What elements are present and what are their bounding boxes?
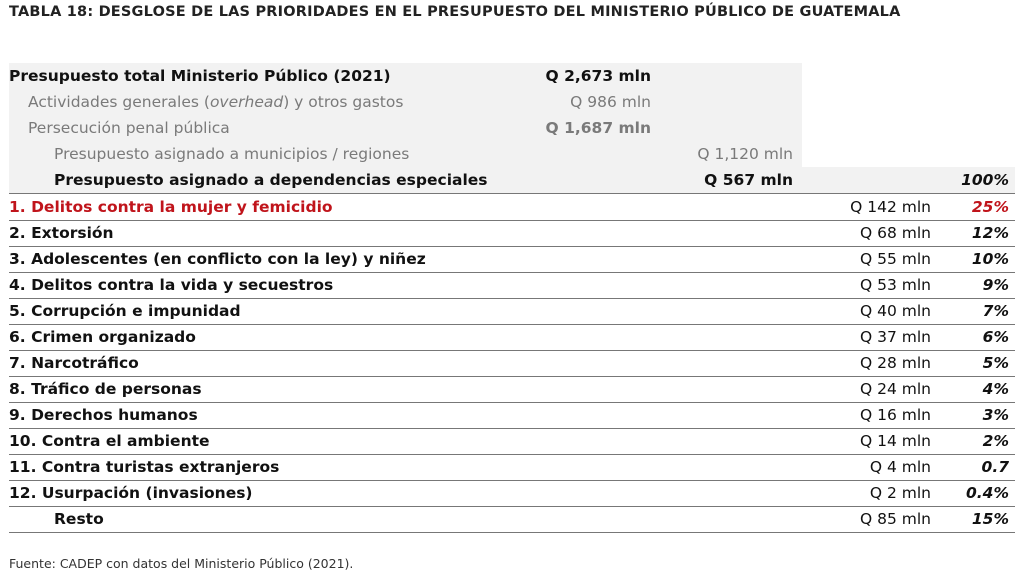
summary-row-dependencias: Presupuesto asignado a dependencias espe… — [9, 167, 1015, 194]
item-pct: 4% — [982, 380, 1009, 398]
item-value: Q 2 mln — [869, 484, 931, 502]
item-value: Q 40 mln — [859, 302, 931, 320]
municipios-label: Presupuesto asignado a municipios / regi… — [54, 145, 410, 163]
dependencias-value: Q 567 mln — [704, 171, 793, 189]
overhead-label-post: ) y otros gastos — [283, 93, 404, 111]
overhead-label: Actividades generales (overhead) y otros… — [9, 89, 403, 115]
item-label: 1. Delitos contra la mujer y femicidio — [9, 198, 333, 216]
item-pct: 6% — [982, 328, 1009, 346]
table-row: 4. Delitos contra la vida y secuestros Q… — [9, 272, 1015, 299]
item-label: 11. Contra turistas extranjeros — [9, 458, 280, 476]
item-label: 10. Contra el ambiente — [9, 432, 210, 450]
item-value: Q 4 mln — [869, 458, 931, 476]
item-value: Q 53 mln — [859, 276, 931, 294]
table-row: 9. Derechos humanos Q 16 mln 3% — [9, 402, 1015, 429]
table-row: 10. Contra el ambiente Q 14 mln 2% — [9, 428, 1015, 455]
item-value: Q 14 mln — [859, 432, 931, 450]
item-label: 3. Adolescentes (en conflicto con la ley… — [9, 250, 426, 268]
item-pct: 15% — [971, 510, 1009, 528]
total-label: Presupuesto total Ministerio Público (20… — [9, 67, 391, 85]
overhead-label-em: overhead — [209, 93, 284, 111]
item-value: Q 24 mln — [859, 380, 931, 398]
item-label: Resto — [54, 510, 104, 528]
overhead-value: Q 986 mln — [570, 93, 651, 111]
table-row: 11. Contra turistas extranjeros Q 4 mln … — [9, 454, 1015, 481]
item-label: 8. Tráfico de personas — [9, 380, 202, 398]
item-value: Q 85 mln — [859, 510, 931, 528]
item-label: 6. Crimen organizado — [9, 328, 196, 346]
item-value: Q 142 mln — [850, 198, 931, 216]
table-title: TABLA 18: DESGLOSE DE LAS PRIORIDADES EN… — [9, 4, 901, 20]
item-value: Q 68 mln — [859, 224, 931, 242]
item-pct: 9% — [982, 276, 1009, 294]
summary-row-municipios: Presupuesto asignado a municipios / regi… — [9, 141, 802, 168]
item-label: 12. Usurpación (invasiones) — [9, 484, 253, 502]
item-pct: 10% — [971, 250, 1009, 268]
table-row: 7. Narcotráfico Q 28 mln 5% — [9, 350, 1015, 377]
item-label: 4. Delitos contra la vida y secuestros — [9, 276, 334, 294]
item-pct: 0.7 — [981, 458, 1009, 476]
summary-row-persecucion: Persecución penal pública Q 1,687 mln — [9, 115, 802, 142]
dependencias-label: Presupuesto asignado a dependencias espe… — [54, 171, 488, 189]
item-label: 5. Corrupción e impunidad — [9, 302, 241, 320]
item-pct: 5% — [982, 354, 1009, 372]
summary-row-total: Presupuesto total Ministerio Público (20… — [9, 63, 802, 90]
dependencias-pct: 100% — [961, 171, 1009, 189]
table-row: 1. Delitos contra la mujer y femicidio Q… — [9, 194, 1015, 221]
summary-row-overhead: Actividades generales (overhead) y otros… — [9, 89, 802, 116]
table-row: 8. Tráfico de personas Q 24 mln 4% — [9, 376, 1015, 403]
table-row: 12. Usurpación (invasiones) Q 2 mln 0.4% — [9, 480, 1015, 507]
table-row: Resto Q 85 mln 15% — [9, 506, 1015, 533]
item-pct: 0.4% — [966, 484, 1009, 502]
item-value: Q 55 mln — [859, 250, 931, 268]
item-label: 2. Extorsión — [9, 224, 114, 242]
item-value: Q 28 mln — [859, 354, 931, 372]
item-pct: 12% — [971, 224, 1009, 242]
total-value: Q 2,673 mln — [545, 67, 652, 85]
table-row: 5. Corrupción e impunidad Q 40 mln 7% — [9, 298, 1015, 325]
table-row: 3. Adolescentes (en conflicto con la ley… — [9, 246, 1015, 273]
table-row: 6. Crimen organizado Q 37 mln 6% — [9, 324, 1015, 351]
item-label: 7. Narcotráfico — [9, 354, 139, 372]
municipios-value: Q 1,120 mln — [697, 145, 793, 163]
persecucion-value: Q 1,687 mln — [545, 119, 652, 137]
persecucion-label: Persecución penal pública — [28, 119, 230, 137]
overhead-label-pre: Actividades generales ( — [28, 93, 210, 111]
item-pct: 25% — [971, 198, 1009, 216]
item-pct: 2% — [982, 432, 1009, 450]
item-pct: 7% — [982, 302, 1009, 320]
item-value: Q 16 mln — [859, 406, 931, 424]
source-note: Fuente: CADEP con datos del Ministerio P… — [9, 556, 354, 571]
item-label: 9. Derechos humanos — [9, 406, 198, 424]
item-pct: 3% — [982, 406, 1009, 424]
item-value: Q 37 mln — [859, 328, 931, 346]
table-row: 2. Extorsión Q 68 mln 12% — [9, 220, 1015, 247]
